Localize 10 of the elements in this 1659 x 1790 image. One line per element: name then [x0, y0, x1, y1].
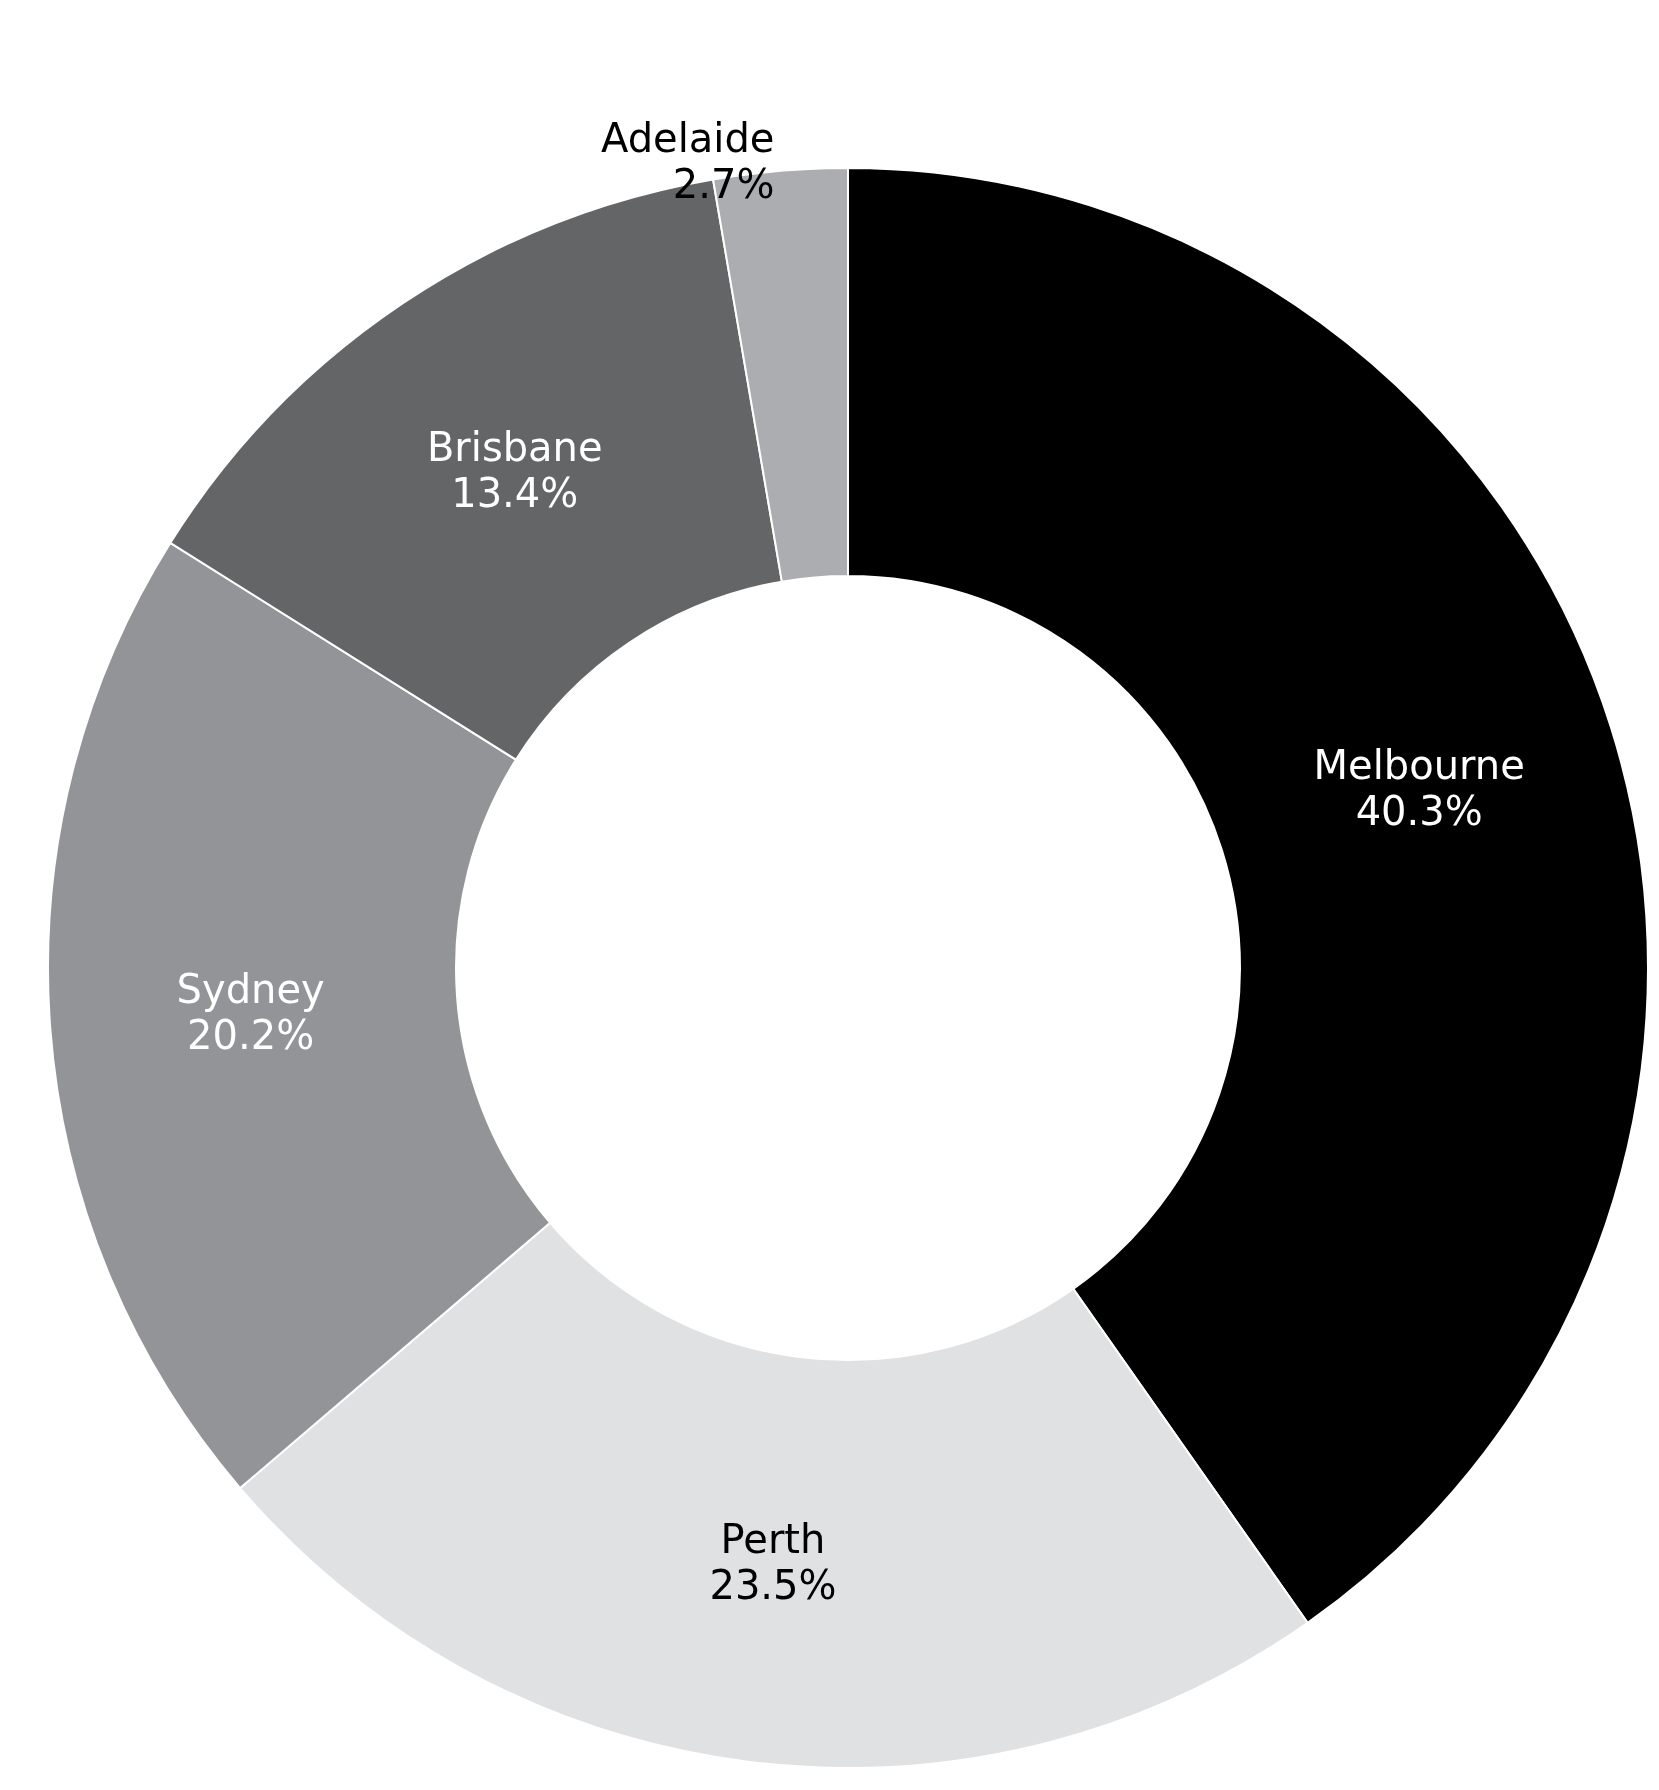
data-label: 2.7%	[672, 160, 775, 207]
slice-label: Sydney	[176, 966, 325, 1013]
data-label: 23.5%	[709, 1562, 837, 1609]
slice-label: Melbourne	[1313, 741, 1525, 788]
slice-label: Perth	[720, 1516, 826, 1563]
data-label: 40.3%	[1355, 787, 1483, 834]
data-label: 20.2%	[187, 1012, 315, 1059]
slice-label: Adelaide	[601, 114, 775, 161]
slice-label: Brisbane	[426, 424, 603, 471]
data-label: 13.4%	[451, 470, 579, 517]
